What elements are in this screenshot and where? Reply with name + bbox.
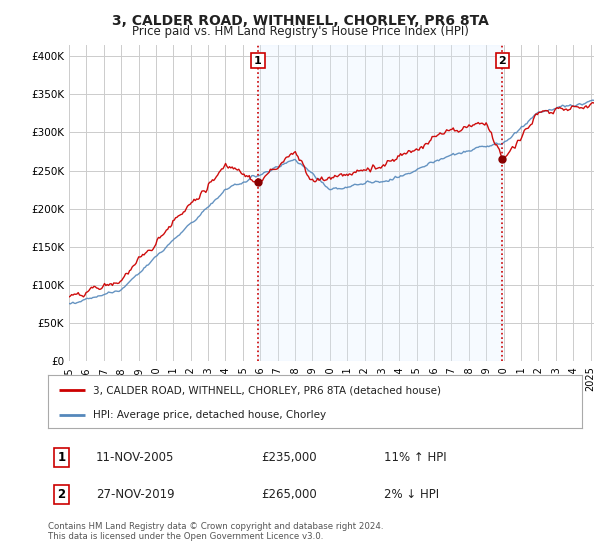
Text: 27-NOV-2019: 27-NOV-2019 [96,488,175,501]
Text: 1: 1 [57,451,65,464]
Text: Price paid vs. HM Land Registry's House Price Index (HPI): Price paid vs. HM Land Registry's House … [131,25,469,38]
Text: 3, CALDER ROAD, WITHNELL, CHORLEY, PR6 8TA (detached house): 3, CALDER ROAD, WITHNELL, CHORLEY, PR6 8… [94,385,442,395]
Text: Contains HM Land Registry data © Crown copyright and database right 2024.
This d: Contains HM Land Registry data © Crown c… [48,522,383,542]
Text: 11-NOV-2005: 11-NOV-2005 [96,451,175,464]
Text: £235,000: £235,000 [262,451,317,464]
Text: 3, CALDER ROAD, WITHNELL, CHORLEY, PR6 8TA: 3, CALDER ROAD, WITHNELL, CHORLEY, PR6 8… [112,14,488,28]
Text: 2: 2 [499,55,506,66]
Text: 2% ↓ HPI: 2% ↓ HPI [385,488,440,501]
Text: £265,000: £265,000 [262,488,317,501]
Text: 2: 2 [57,488,65,501]
Bar [258,45,502,361]
Text: 11% ↑ HPI: 11% ↑ HPI [385,451,447,464]
Text: 1: 1 [254,55,262,66]
Text: HPI: Average price, detached house, Chorley: HPI: Average price, detached house, Chor… [94,410,326,420]
